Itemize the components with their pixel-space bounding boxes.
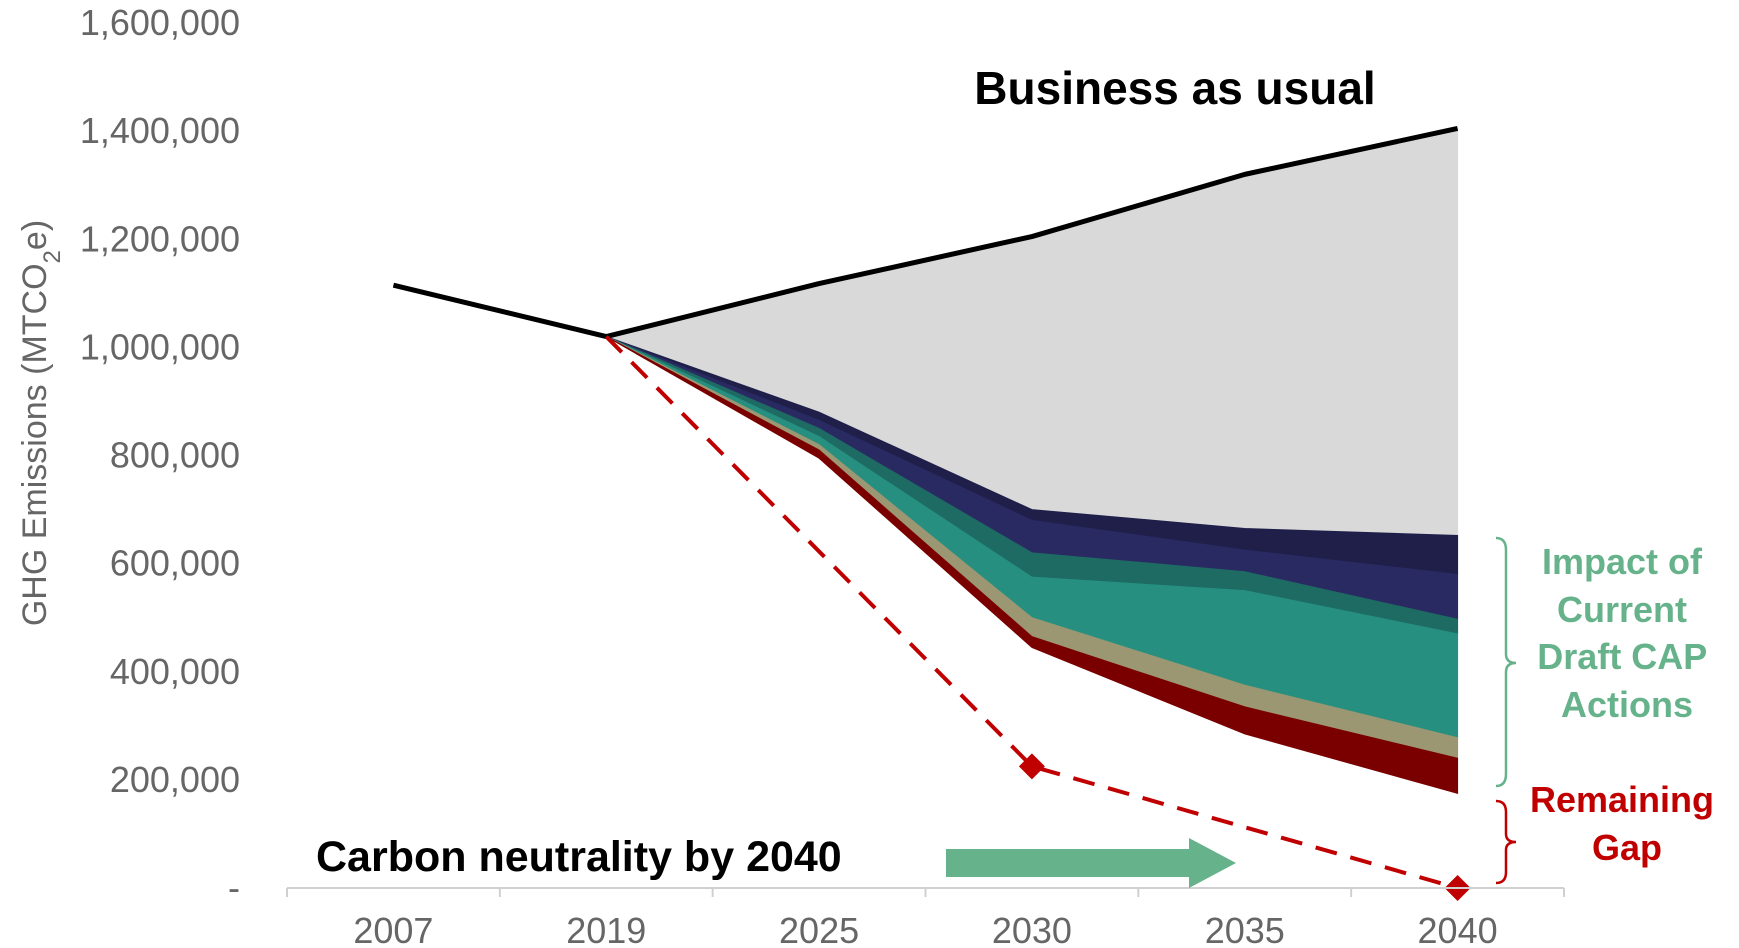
x-tick-label: 2007 <box>353 910 433 948</box>
y-tick-label: 1,200,000 <box>80 218 240 259</box>
carbon-neutrality-target-line <box>604 335 1459 890</box>
remaining-gap-line-1: Remaining <box>1530 779 1714 820</box>
impact-label: Impact of Current Draft CAP Actions <box>1537 541 1716 725</box>
x-tick-label: 2019 <box>566 910 646 948</box>
wedge-band-1 <box>604 127 1459 537</box>
impact-label-line-2: Current <box>1557 589 1687 630</box>
y-tick-label: 1,400,000 <box>80 110 240 151</box>
y-axis-title-end: e) <box>16 220 54 250</box>
wedge-band-7 <box>606 336 1459 795</box>
carbon-neutrality-label: Carbon neutrality by 2040 <box>316 833 842 881</box>
y-tick-label: 600,000 <box>110 543 240 584</box>
y-tick-label: 800,000 <box>110 435 240 476</box>
x-tick-label: 2025 <box>779 910 859 948</box>
y-axis-tick-labels: - 200,000 400,000 600,000 800,000 1,000,000 1,… <box>80 2 240 908</box>
impact-label-line-1: Impact of <box>1542 541 1703 582</box>
target-marker <box>1018 753 1045 780</box>
arrow-shaft <box>946 849 1191 877</box>
x-tick-label: 2030 <box>992 910 1072 948</box>
x-tick-label: 2040 <box>1418 910 1498 948</box>
impact-label-line-4: Actions <box>1561 684 1693 725</box>
gap-bracket <box>1495 799 1517 885</box>
arrow-head <box>1189 838 1236 888</box>
reduction-wedges <box>604 127 1459 795</box>
y-tick-label: - <box>228 867 240 908</box>
business-as-usual-label: Business as usual <box>974 62 1375 114</box>
y-tick-label: 1,600,000 <box>80 2 240 43</box>
remaining-gap-label: Remaining Gap <box>1530 779 1724 868</box>
y-axis-title-subscript: 2 <box>39 250 66 263</box>
y-tick-label: 1,000,000 <box>80 326 240 367</box>
x-axis <box>286 887 1565 897</box>
business-as-usual-line <box>392 125 1459 340</box>
remaining-gap-line-2: Gap <box>1592 827 1662 868</box>
carbon-neutrality-arrow <box>946 838 1236 888</box>
impact-bracket <box>1495 536 1517 788</box>
x-tick-label: 2035 <box>1205 910 1285 948</box>
impact-label-line-3: Draft CAP <box>1537 636 1706 677</box>
x-axis-tick-labels: 2007 2019 2025 2030 2035 2040 <box>353 910 1497 948</box>
y-tick-label: 200,000 <box>110 759 240 800</box>
y-tick-label: 400,000 <box>110 651 240 692</box>
y-axis-title: GHG Emissions (MTCO2e) <box>16 220 66 626</box>
y-axis-title-main: GHG Emissions (MTCO <box>16 263 54 626</box>
